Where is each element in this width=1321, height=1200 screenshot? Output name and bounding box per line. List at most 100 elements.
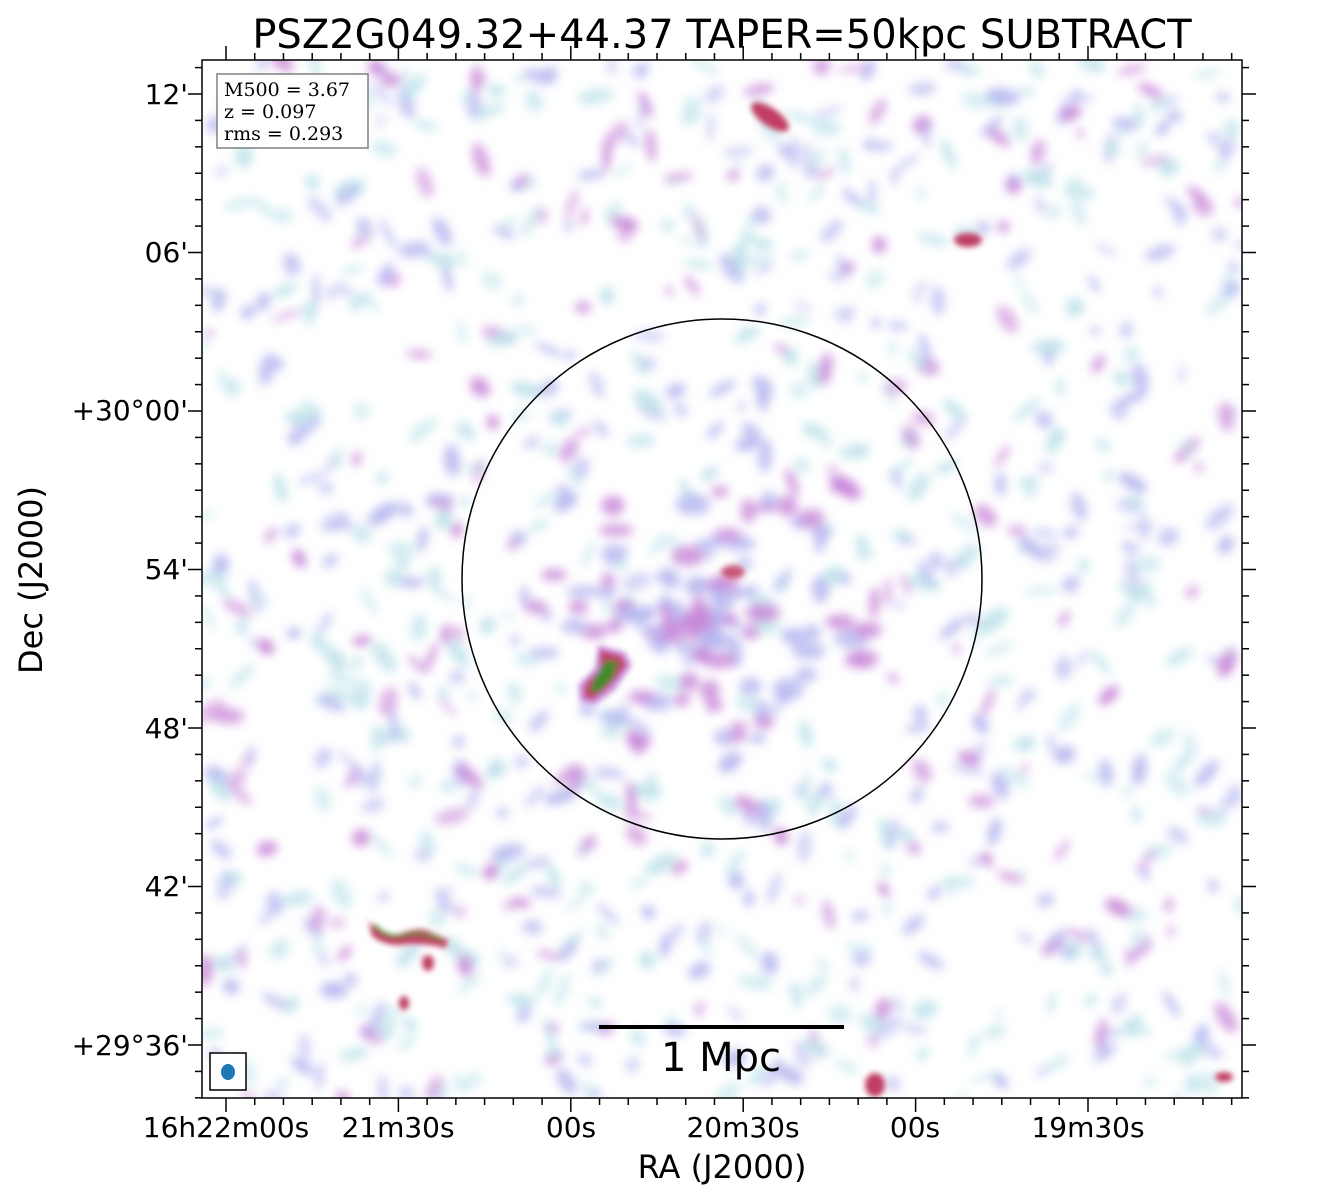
noise-blob bbox=[534, 490, 559, 508]
noise-blob bbox=[1112, 117, 1140, 130]
noise-blob bbox=[905, 723, 931, 733]
noise-blob bbox=[901, 914, 926, 936]
noise-blob bbox=[1187, 186, 1207, 203]
noise-blob bbox=[645, 128, 657, 163]
noise-blob bbox=[1054, 839, 1070, 862]
noise-blob bbox=[756, 164, 775, 182]
noise-blob bbox=[352, 178, 365, 190]
noise-blob bbox=[960, 92, 992, 110]
noise-blob bbox=[1058, 610, 1070, 628]
noise-blob bbox=[371, 723, 384, 753]
southwest-knot-source-2 bbox=[399, 996, 409, 1010]
noise-blob bbox=[722, 1050, 747, 1067]
noise-blob bbox=[828, 1004, 852, 1023]
noise-blob bbox=[891, 469, 903, 490]
noise-blob bbox=[851, 951, 872, 968]
diffuse-emission-blob bbox=[675, 493, 711, 516]
noise-blob bbox=[596, 903, 620, 925]
noise-blob bbox=[473, 459, 484, 486]
noise-blob bbox=[449, 670, 465, 685]
plot-frame bbox=[201, 59, 1243, 1099]
noise-blob bbox=[1149, 728, 1176, 748]
noise-blob bbox=[371, 81, 393, 107]
noise-blob bbox=[844, 943, 874, 953]
noise-blob bbox=[706, 421, 724, 440]
noise-blob bbox=[511, 293, 524, 308]
noise-blob bbox=[1135, 848, 1158, 873]
diffuse-emission-blob bbox=[736, 557, 754, 569]
noise-blob bbox=[1122, 346, 1140, 363]
noise-blob bbox=[338, 1046, 370, 1062]
noise-blob bbox=[218, 369, 229, 391]
noise-blob bbox=[1139, 155, 1171, 166]
noise-blob bbox=[1077, 60, 1106, 73]
noise-blob bbox=[387, 540, 416, 559]
noise-blob bbox=[581, 539, 596, 569]
noise-blob bbox=[592, 958, 606, 973]
noise-blob bbox=[270, 60, 294, 73]
noise-blob bbox=[907, 472, 930, 502]
noise-blob bbox=[684, 275, 701, 296]
noise-blob bbox=[1215, 92, 1231, 102]
noise-blob bbox=[799, 780, 810, 797]
noise-blob bbox=[779, 145, 792, 158]
noise-blob bbox=[968, 794, 996, 809]
noise-blob bbox=[1228, 260, 1240, 274]
noise-blob bbox=[795, 458, 809, 473]
noise-blob bbox=[1206, 130, 1222, 147]
noise-blob bbox=[500, 218, 519, 230]
noise-blob bbox=[628, 876, 648, 890]
noise-blob bbox=[691, 211, 705, 244]
noise-blob bbox=[540, 66, 559, 83]
noise-blob bbox=[519, 325, 537, 335]
noise-blob bbox=[829, 477, 850, 493]
noise-blob bbox=[713, 1080, 741, 1098]
noise-blob bbox=[641, 905, 656, 920]
noise-blob bbox=[602, 138, 612, 172]
noise-blob bbox=[801, 422, 828, 440]
noise-blob bbox=[943, 559, 958, 578]
noise-blob bbox=[1227, 783, 1242, 808]
noise-blob bbox=[860, 60, 876, 82]
noise-blob bbox=[321, 687, 356, 702]
noise-blob bbox=[324, 647, 348, 673]
noise-blob bbox=[1143, 1075, 1157, 1088]
noise-blob bbox=[222, 198, 256, 210]
noise-blob bbox=[345, 972, 357, 987]
noise-blob bbox=[479, 616, 496, 635]
noise-blob bbox=[1114, 602, 1135, 628]
noise-blob bbox=[440, 780, 454, 793]
noise-blob bbox=[525, 784, 545, 808]
noise-blob bbox=[202, 509, 213, 521]
noise-blob bbox=[760, 951, 779, 975]
noise-blob bbox=[276, 208, 292, 224]
diffuse-emission-blob bbox=[687, 621, 718, 630]
noise-blob bbox=[980, 851, 993, 867]
noise-blob bbox=[322, 553, 339, 569]
noise-blob bbox=[565, 188, 578, 221]
noise-blob bbox=[525, 90, 544, 112]
noise-blob bbox=[1006, 248, 1032, 271]
noise-blob bbox=[272, 282, 298, 299]
noise-blob bbox=[228, 663, 255, 689]
noise-blob bbox=[501, 863, 529, 885]
y-tick-label: 12' bbox=[145, 78, 188, 111]
noise-blob bbox=[455, 421, 476, 441]
noise-blob bbox=[1077, 558, 1090, 574]
diffuse-emission-blob bbox=[661, 615, 676, 628]
noise-blob bbox=[751, 619, 782, 635]
noise-blob bbox=[292, 420, 304, 433]
noise-blob bbox=[398, 1086, 415, 1098]
noise-blob bbox=[317, 482, 334, 495]
noise-blob bbox=[281, 891, 314, 907]
diffuse-emission-blob bbox=[797, 508, 825, 528]
noise-blob bbox=[506, 683, 521, 695]
noise-blob bbox=[1211, 225, 1227, 243]
noise-blob bbox=[284, 411, 309, 425]
noise-blob bbox=[465, 788, 481, 811]
noise-blob bbox=[826, 465, 838, 473]
noise-blob bbox=[802, 1039, 830, 1057]
noise-blob bbox=[205, 816, 224, 829]
noise-blob bbox=[212, 576, 230, 597]
noise-blob bbox=[777, 181, 788, 191]
